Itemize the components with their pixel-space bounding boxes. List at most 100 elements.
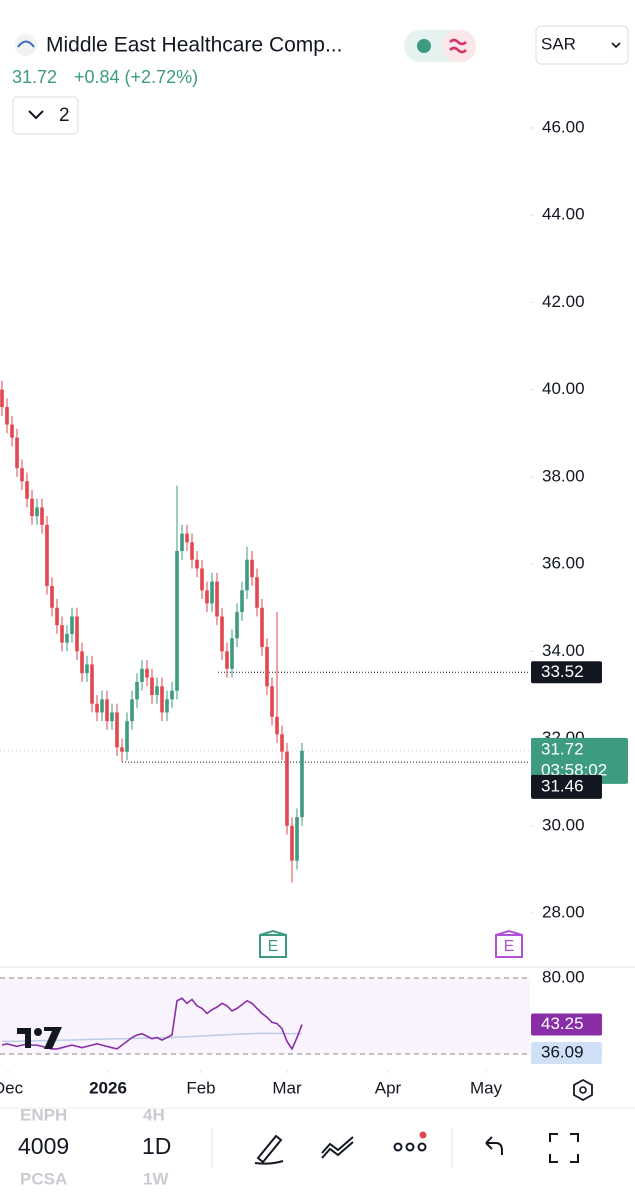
candle-body — [245, 559, 249, 591]
candle-body — [50, 585, 54, 608]
candle-body — [265, 647, 269, 687]
currency: SAR — [541, 34, 576, 53]
candle-body — [5, 407, 9, 425]
candle-body — [180, 533, 184, 552]
candle-body — [280, 734, 284, 752]
logo-mark — [17, 40, 35, 48]
y-tick-label: 28.00 — [542, 903, 585, 922]
candle-body — [170, 690, 174, 700]
candle-body — [110, 712, 114, 722]
price: 31.72 — [12, 67, 57, 87]
event-label: E — [268, 938, 279, 955]
candle-body — [85, 664, 89, 674]
market-open-dot — [417, 39, 431, 53]
candle-body — [95, 703, 99, 713]
candle-body — [135, 681, 139, 700]
candle-body — [25, 481, 29, 499]
y-tick-label: 46.00 — [542, 117, 585, 136]
chevron — [28, 110, 44, 120]
fullscreen-button[interactable] — [549, 1133, 579, 1163]
tv-logo — [17, 1027, 62, 1049]
y-tick-label: 30.00 — [542, 815, 585, 834]
y-tick-label: 34.00 — [542, 641, 585, 660]
notification-dot — [419, 1131, 427, 1139]
osc-tick-label: 80.00 — [542, 967, 585, 986]
candle-body — [155, 686, 159, 695]
status-pill-right — [442, 30, 476, 62]
axis-settings-dot — [579, 1086, 587, 1094]
symbol-logo — [15, 34, 37, 56]
candle-body — [210, 581, 214, 604]
candle-body — [75, 616, 79, 652]
symbol-title[interactable]: Middle East Healthcare Comp... — [46, 34, 342, 57]
currency-select[interactable] — [535, 25, 629, 65]
candle-body — [10, 424, 14, 438]
candle-body — [40, 507, 44, 525]
candle-body — [285, 751, 289, 826]
more-dot — [417, 1142, 427, 1152]
candle-body — [150, 677, 154, 695]
candle-body — [80, 651, 84, 674]
draw-button[interactable] — [254, 1134, 284, 1165]
x-tick-label: Dec — [0, 1078, 24, 1097]
candle-body — [275, 716, 279, 735]
candle-body — [70, 616, 74, 634]
candle-body — [125, 721, 129, 752]
chevron — [611, 42, 621, 49]
x-tick-label: Feb — [186, 1078, 215, 1097]
candle-body — [220, 616, 224, 652]
event-marker — [495, 929, 523, 958]
plot: 28.0030.0032.0034.0036.0038.0040.0042.00… — [0, 117, 635, 1102]
badge — [531, 661, 602, 684]
undo-button[interactable] — [485, 1136, 503, 1155]
badge — [531, 1042, 602, 1064]
candle-body — [20, 468, 24, 482]
candle-body — [140, 668, 144, 682]
candle-body — [0, 389, 4, 408]
osc-ma-value: 36.09 — [541, 1042, 584, 1061]
more-button[interactable] — [393, 1142, 403, 1152]
indicators-button[interactable] — [321, 1136, 354, 1159]
panes-count: 2 — [59, 105, 70, 126]
candle-body — [60, 625, 64, 643]
event-label: E — [504, 938, 515, 955]
panes-toggle[interactable] — [12, 96, 79, 135]
candle-body — [260, 607, 264, 648]
high-line-label: 33.52 — [541, 662, 584, 681]
event-marker — [259, 929, 287, 958]
candle-body — [295, 817, 299, 861]
candle-body — [200, 568, 204, 591]
prev-interval: 4H — [143, 1105, 165, 1124]
candle-body — [270, 686, 274, 717]
logo-part — [44, 1027, 62, 1049]
candle-body — [55, 607, 59, 626]
more-dot — [405, 1142, 415, 1152]
interval[interactable]: 1D — [142, 1133, 171, 1159]
last-price-label: 31.72 — [541, 739, 584, 758]
symbol[interactable]: 4009 — [18, 1133, 69, 1159]
y-tick-label: 42.00 — [542, 292, 585, 311]
price-change: +0.84 (+2.72%) — [74, 67, 198, 87]
candle-body — [30, 498, 34, 517]
badge — [531, 774, 602, 799]
candle-body — [250, 559, 254, 578]
candle-body — [100, 699, 104, 713]
candle-body — [105, 699, 109, 722]
candle-body — [65, 633, 69, 643]
wave-icon — [449, 38, 467, 54]
candle-body — [45, 524, 49, 586]
y-tick-label: 44.00 — [542, 205, 585, 224]
y-tick-label: 40.00 — [542, 379, 585, 398]
candle-body — [130, 699, 134, 722]
candle-body — [175, 551, 179, 691]
badge — [531, 737, 628, 784]
axis-settings[interactable] — [573, 1078, 593, 1102]
candle-body — [235, 612, 239, 639]
logo-part — [34, 1028, 42, 1036]
next-interval: 1W — [143, 1169, 169, 1188]
x-tick-label: 2026 — [89, 1078, 127, 1097]
candle-body — [205, 590, 209, 604]
y-tick-label: 38.00 — [542, 466, 585, 485]
countdown: 03:58:02 — [541, 760, 607, 779]
